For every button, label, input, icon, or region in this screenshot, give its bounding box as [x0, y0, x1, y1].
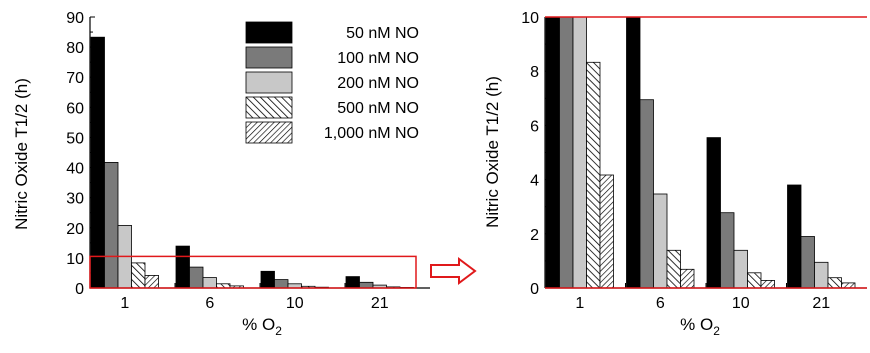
- bar-left-cat10-series1: [274, 279, 289, 289]
- highlight-box: [89, 255, 417, 289]
- y-tick-label: 30: [66, 191, 84, 208]
- x-tick-label: 10: [286, 295, 304, 312]
- left-x-axis-title-sub: 2: [275, 324, 282, 338]
- chart-left: 1 6 10 21 0 10 20 30 40 50 60 70 80 90 Nitric Oxide T…: [12, 10, 430, 338]
- right-x-axis-title-sub: 2: [713, 324, 720, 338]
- bar-left-cat21-series1: [359, 281, 374, 289]
- left-x-axis-title: % O2: [242, 315, 282, 338]
- y-tick-label: 2: [530, 227, 539, 244]
- right-y-axis-title: Nitric Oxide T1/2 (h): [483, 76, 502, 228]
- bar-left-cat1-series3: [131, 262, 146, 289]
- legend-label: 100 nM NO: [337, 50, 419, 67]
- bar-left-cat21-series0: [345, 276, 360, 289]
- y-tick-label: 10: [521, 10, 539, 27]
- bar-right-cat21-series4: [841, 282, 856, 289]
- y-tick-label: 10: [66, 251, 84, 268]
- bar-right-cat10-series2: [733, 249, 748, 289]
- y-tick-label: 70: [66, 70, 84, 87]
- y-tick-label: 6: [530, 118, 539, 135]
- legend-swatch: [245, 71, 293, 94]
- bar-right-cat6-series4: [680, 268, 695, 289]
- x-tick-label: 21: [371, 295, 389, 312]
- x-tick-label: 6: [656, 295, 665, 312]
- right-x-axis-title: % O2: [680, 315, 720, 338]
- bar-right-cat10-series1: [720, 212, 735, 289]
- right-arrow-icon: [430, 257, 477, 285]
- right-x-axis-title-main: % O: [680, 315, 713, 334]
- y-tick-label: 40: [66, 161, 84, 178]
- legend-swatch: [245, 46, 293, 69]
- legend-label: 50 nM NO: [346, 25, 419, 42]
- left-y-axis-title: Nitric Oxide T1/2 (h): [12, 78, 31, 230]
- bar-left-cat6-series0: [175, 245, 190, 289]
- x-tick-label: 1: [120, 295, 129, 312]
- legend-swatch: [245, 121, 293, 144]
- y-tick-label: 8: [530, 64, 539, 81]
- bar-right-cat10-series0: [706, 137, 721, 289]
- y-tick-label: 80: [66, 40, 84, 57]
- right-bars: [545, 16, 856, 289]
- x-tick-label: 6: [205, 295, 214, 312]
- x-tick-label: 21: [812, 295, 830, 312]
- y-tick-label: 4: [530, 173, 539, 190]
- y-tick-label: 0: [75, 281, 84, 298]
- bar-left-cat6-series1: [189, 266, 204, 289]
- bar-right-cat6-series3: [666, 249, 681, 289]
- y-tick-label: 0: [530, 281, 539, 298]
- bar-right-cat21-series0: [787, 184, 802, 289]
- x-tick-label: 1: [575, 295, 584, 312]
- bar-right-cat6-series1: [639, 99, 654, 289]
- legend-label: 200 nM NO: [337, 75, 419, 92]
- y-tick-label: 50: [66, 130, 84, 147]
- right-axis: 1 6 10 21 0 2 4 6 8 10: [521, 10, 867, 312]
- x-tick-label: 10: [732, 295, 750, 312]
- bar-left-cat10-series0: [260, 270, 275, 289]
- legend-swatch: [245, 21, 293, 44]
- left-x-axis-title-main: % O: [242, 315, 275, 334]
- bar-right-cat1-series0: [545, 16, 560, 289]
- bar-right-cat1-series4: [599, 174, 614, 289]
- bar-left-cat1-series4: [144, 274, 159, 289]
- bar-right-cat6-series2: [653, 193, 668, 289]
- bar-right-cat10-series4: [760, 279, 775, 289]
- bar-right-cat1-series1: [559, 16, 574, 289]
- bar-right-cat6-series0: [626, 16, 641, 289]
- y-tick-label: 60: [66, 100, 84, 117]
- bar-right-cat1-series3: [586, 61, 601, 289]
- bar-left-cat1-series1: [104, 161, 119, 289]
- bar-left-cat1-series0: [90, 36, 105, 289]
- bar-right-cat1-series2: [572, 16, 587, 289]
- bar-right-cat21-series1: [800, 236, 815, 289]
- bar-right-cat21-series2: [814, 261, 829, 289]
- legend-label: 1,000 nM NO: [324, 125, 419, 142]
- bar-right-cat21-series3: [827, 277, 842, 289]
- bar-left-cat6-series2: [202, 277, 217, 289]
- legend: 50 nM NO 100 nM NO 200 nM NO 500 nM NO 1,000…: [245, 21, 419, 144]
- y-tick-label: 20: [66, 221, 84, 238]
- y-tick-label: 90: [66, 10, 84, 27]
- bar-right-cat10-series3: [747, 272, 762, 289]
- legend-swatch: [245, 96, 293, 119]
- legend-label: 500 nM NO: [337, 100, 419, 117]
